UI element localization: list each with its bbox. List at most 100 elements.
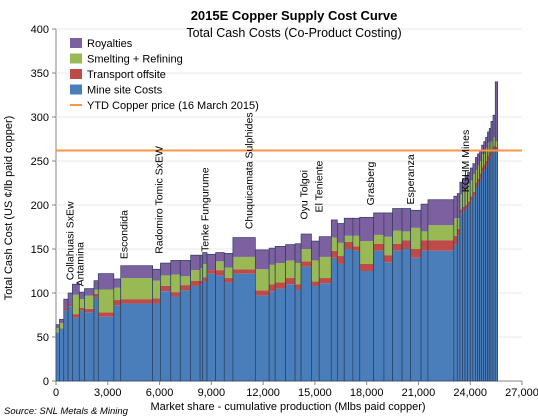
bar-segment-mine-site [470, 200, 473, 381]
bar-segment-transport [285, 278, 296, 285]
x-tick-label: 27,000 [505, 387, 538, 399]
bar-segment-smelting [475, 169, 478, 183]
bar-segment-smelting [402, 231, 411, 241]
bar-segment-mine-site [337, 263, 345, 381]
bar-segment-mine-site [98, 316, 114, 381]
bar-segment-royalties [421, 204, 428, 232]
bar-segment-transport [462, 206, 466, 212]
legend-label: Royalties [87, 38, 133, 50]
bar-segment-transport [180, 285, 191, 291]
bar-segment-transport [477, 178, 480, 183]
bar-segment-smelting [485, 147, 488, 161]
cost-bar [254, 249, 270, 382]
bar-segment-smelting [462, 190, 466, 207]
bar-segment-royalties [459, 182, 463, 195]
bar-segment-mine-site [72, 317, 80, 381]
bar-segment-transport [337, 256, 345, 264]
bar-segment-mine-site [352, 250, 360, 381]
bar-segment-transport [190, 280, 201, 286]
bar-segment-royalties [295, 243, 302, 264]
cost-bar [456, 193, 461, 382]
bar-segment-royalties [490, 121, 494, 142]
bar-segment-mine-site [190, 285, 201, 381]
bar-segment-smelting [481, 153, 484, 168]
bar-segment-royalties [120, 265, 153, 279]
mine-label: Radomiro Tomic SxEW [154, 146, 166, 254]
cost-bars [55, 81, 499, 382]
bar-segment-royalties [269, 248, 276, 265]
bar-segment-smelting [490, 141, 494, 149]
bar-segment-smelting [72, 294, 80, 315]
cost-bar [55, 324, 60, 382]
bar-segment-transport [475, 183, 478, 188]
bar-segment-mine-site [120, 303, 153, 381]
y-tick-label: 250 [31, 156, 49, 168]
x-tick-label: 24,000 [453, 387, 487, 399]
bar-segment-transport [467, 201, 471, 205]
bar-segment-mine-site [410, 257, 422, 381]
cost-bar [373, 212, 385, 382]
cost-bar [285, 244, 296, 382]
bar-segment-smelting [470, 180, 473, 197]
bar-segment-royalties [331, 219, 338, 238]
cost-bar [462, 178, 466, 382]
cost-bar [453, 195, 458, 382]
bar-segment-smelting [224, 267, 233, 279]
bar-segment-mine-site [84, 312, 94, 381]
cost-bar [215, 252, 225, 382]
bar-segment-mine-site [269, 291, 276, 381]
cost-bar [469, 167, 474, 382]
bar-segment-smelting [457, 218, 460, 229]
cost-bar [206, 253, 216, 382]
bar-segment-mine-site [331, 257, 338, 381]
bar-segment-mine-site [453, 244, 458, 381]
bar-segment-mine-site [301, 266, 312, 381]
cost-bar [467, 172, 471, 382]
cost-bar [202, 252, 208, 382]
bar-segment-smelting [152, 280, 161, 299]
legend-item-mine-site: Mine site Costs [70, 84, 163, 97]
bar-segment-royalties [311, 241, 320, 261]
bar-segment-smelting [84, 295, 94, 309]
mine-label: Escondida [118, 210, 130, 259]
bar-segment-royalties [495, 81, 498, 142]
bar-segment-royalties [84, 288, 94, 296]
bar-segment-smelting [301, 249, 312, 262]
bar-segment-mine-site [170, 296, 181, 381]
cost-bar [67, 292, 73, 382]
bar-segment-transport [113, 300, 121, 306]
x-tick-label: 3,000 [94, 387, 122, 399]
bar-segment-mine-site [477, 183, 480, 381]
bar-segment-smelting [453, 218, 458, 236]
cost-bar [223, 253, 234, 382]
bar-segment-mine-site [79, 310, 85, 381]
bar-segment-royalties [402, 208, 411, 232]
bar-segment-smelting [483, 153, 486, 165]
bar-segment-royalties [190, 255, 201, 271]
bar-segment-transport [453, 235, 458, 245]
bar-segment-royalties [152, 269, 161, 281]
cost-bar [72, 283, 80, 382]
bar-segment-mine-site [481, 171, 484, 381]
cost-bar [401, 208, 412, 382]
mine-label: Chuquicamata Sulphides [243, 112, 255, 229]
bar-segment-royalties [462, 178, 466, 191]
bar-segment-royalties [215, 252, 225, 262]
cost-bar [410, 209, 422, 382]
x-axis-ticks: 0 3,000 6,000 9,000 12,000 15,000 18,000 21,000… [53, 381, 538, 399]
mine-label: Tenke Fungurume [199, 167, 211, 252]
bar-segment-transport [489, 152, 491, 157]
mine-label: Collahuasi SxEw [64, 201, 76, 280]
legend-swatch [70, 38, 82, 48]
bar-segment-royalties [319, 236, 332, 257]
bar-segment-transport [402, 240, 411, 249]
bar-segment-smelting [495, 141, 498, 147]
bar-segment-mine-site [152, 303, 161, 381]
bar-segment-mine-site [202, 281, 208, 381]
bar-segment-smelting [467, 183, 471, 202]
bar-segment-transport [269, 284, 276, 292]
bar-segment-mine-site [495, 150, 498, 381]
bar-segment-mine-site [467, 205, 471, 381]
bar-segment-mine-site [373, 250, 384, 381]
